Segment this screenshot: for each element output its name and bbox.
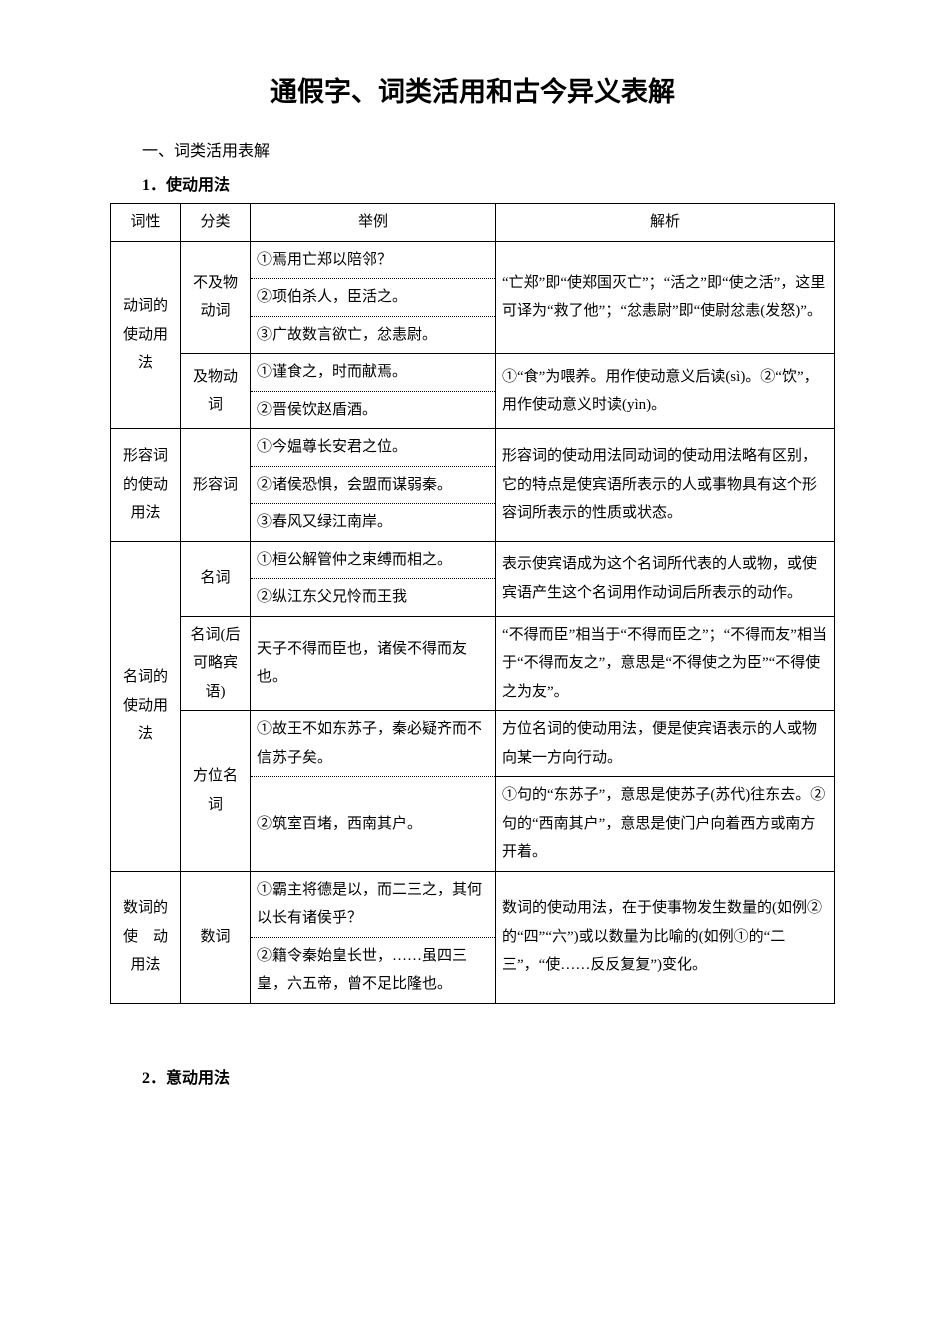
cell-an: “亡郑”即“使郑国灭亡”；“活之”即“使之活”，这里可译为“救了他”；“忿恚尉”… [496,241,835,354]
cell-an: ①“食”为喂养。用作使动意义后读(sì)。②“饮”，用作使动意义时读(yìn)。 [496,354,835,429]
cell-pos: 数词的使 动用法 [111,871,181,1003]
header-pos: 词性 [111,204,181,242]
cell-cat: 名词 [181,541,251,616]
cell-ex: ②晋侯饮赵盾酒。 [251,391,496,429]
cell-pos: 动词的使动用法 [111,241,181,429]
cell-cat: 方位名词 [181,711,251,872]
subsection-1-heading: 1．使动用法 [142,171,835,195]
cell-pos: 形容词的使动用法 [111,429,181,542]
cell-an: 形容词的使动用法同动词的使动用法略有区别，它的特点是使宾语所表示的人或事物具有这… [496,429,835,542]
cell-ex: ②纵江东父兄怜而王我 [251,579,496,617]
header-an: 解析 [496,204,835,242]
table-row: 名词(后可略宾语) 天子不得而臣也，诸侯不得而友也。 “不得而臣”相当于“不得而… [111,616,835,711]
table-row: 形容词的使动用法 形容词 ①今媪尊长安君之位。 形容词的使动用法同动词的使动用法… [111,429,835,467]
cell-an: ①句的“东苏子”，意思是使苏子(苏代)往东去。②句的“西南其户”，意思是使门户向… [496,777,835,872]
cell-ex: ②诸侯恐惧，会盟而谋弱秦。 [251,466,496,504]
cell-cat: 数词 [181,871,251,1003]
cell-ex: ③广故数言欲亡，忿恚尉。 [251,316,496,354]
header-ex: 举例 [251,204,496,242]
cell-ex: ②籍令秦始皇长世，……虽四三皇，六五帝，曾不足比隆也。 [251,937,496,1003]
cell-ex: ③春风又绿江南岸。 [251,504,496,542]
cell-ex: ②筑室百堵，西南其户。 [251,777,496,872]
document-title: 通假字、词类活用和古今异义表解 [110,70,835,109]
cell-an: 表示使宾语成为这个名词所代表的人或物，或使宾语产生这个名词用作动词后所表示的动作… [496,541,835,616]
cell-an: “不得而臣”相当于“不得而臣之”；“不得而友”相当于“不得而友之”，意思是“不得… [496,616,835,711]
table-header-row: 词性 分类 举例 解析 [111,204,835,242]
cell-ex: ①桓公解管仲之束缚而相之。 [251,541,496,579]
document-page: 通假字、词类活用和古今异义表解 一、词类活用表解 1．使动用法 词性 分类 举例… [0,0,945,1337]
cell-an: 方位名词的使动用法，便是使宾语表示的人或物向某一方向行动。 [496,711,835,777]
table-row: 及物动词 ①谨食之，时而献焉。 ①“食”为喂养。用作使动意义后读(sì)。②“饮… [111,354,835,392]
cell-cat: 形容词 [181,429,251,542]
subsection-2-heading: 2．意动用法 [142,1064,835,1088]
table-row: 方位名词 ①故王不如东苏子，秦必疑齐而不信苏子矣。 方位名词的使动用法，便是使宾… [111,711,835,777]
cell-ex: ①谨食之，时而献焉。 [251,354,496,392]
cell-ex: ①霸主将德是以，而二三之，其何以长有诸侯乎？ [251,871,496,937]
cell-ex: 天子不得而臣也，诸侯不得而友也。 [251,616,496,711]
cell-cat: 不及物动词 [181,241,251,354]
cell-ex: ①焉用亡郑以陪邻？ [251,241,496,279]
table-row: 名词的使动用法 名词 ①桓公解管仲之束缚而相之。 表示使宾语成为这个名词所代表的… [111,541,835,579]
header-cat: 分类 [181,204,251,242]
cell-ex: ①今媪尊长安君之位。 [251,429,496,467]
table-row: 动词的使动用法 不及物动词 ①焉用亡郑以陪邻？ “亡郑”即“使郑国灭亡”；“活之… [111,241,835,279]
cell-ex: ①故王不如东苏子，秦必疑齐而不信苏子矣。 [251,711,496,777]
cell-an: 数词的使动用法，在于使事物发生数量的(如例②的“四”“六”)或以数量为比喻的(如… [496,871,835,1003]
cell-ex: ②项伯杀人，臣活之。 [251,279,496,317]
section-intro: 一、词类活用表解 [142,137,835,161]
cell-cat: 及物动词 [181,354,251,429]
usage-table: 词性 分类 举例 解析 动词的使动用法 不及物动词 ①焉用亡郑以陪邻？ “亡郑”… [110,203,835,1004]
cell-cat: 名词(后可略宾语) [181,616,251,711]
cell-pos: 名词的使动用法 [111,541,181,871]
table-row: 数词的使 动用法 数词 ①霸主将德是以，而二三之，其何以长有诸侯乎？ 数词的使动… [111,871,835,937]
